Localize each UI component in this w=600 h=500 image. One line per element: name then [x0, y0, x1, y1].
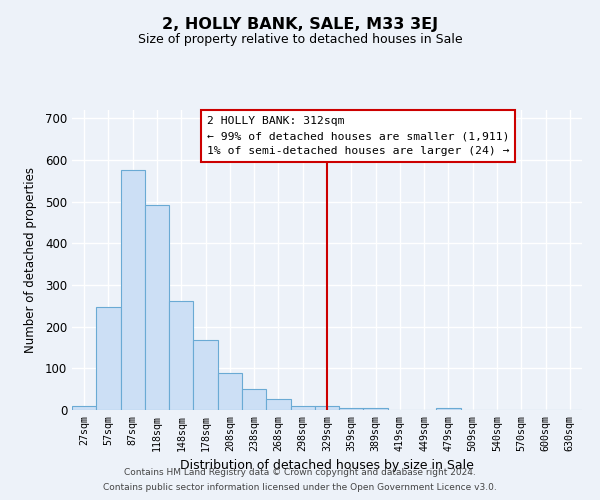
Bar: [364, 408, 388, 410]
Bar: [96, 307, 121, 410]
Text: Contains HM Land Registry data © Crown copyright and database right 2024.: Contains HM Land Registry data © Crown c…: [124, 468, 476, 477]
Y-axis label: Number of detached properties: Number of detached properties: [23, 167, 37, 353]
X-axis label: Distribution of detached houses by size in Sale: Distribution of detached houses by size …: [180, 459, 474, 472]
Bar: [266, 399, 290, 410]
Text: 2, HOLLY BANK, SALE, M33 3EJ: 2, HOLLY BANK, SALE, M33 3EJ: [162, 18, 438, 32]
Text: Size of property relative to detached houses in Sale: Size of property relative to detached ho…: [137, 32, 463, 46]
Bar: [218, 372, 242, 410]
Bar: [72, 406, 96, 410]
Bar: [315, 406, 339, 410]
Text: Contains public sector information licensed under the Open Government Licence v3: Contains public sector information licen…: [103, 483, 497, 492]
Bar: [339, 408, 364, 410]
Text: 2 HOLLY BANK: 312sqm
← 99% of detached houses are smaller (1,911)
1% of semi-det: 2 HOLLY BANK: 312sqm ← 99% of detached h…: [207, 116, 509, 156]
Bar: [169, 301, 193, 410]
Bar: [121, 170, 145, 410]
Bar: [436, 408, 461, 410]
Bar: [242, 389, 266, 410]
Bar: [193, 340, 218, 410]
Bar: [290, 406, 315, 410]
Bar: [145, 205, 169, 410]
